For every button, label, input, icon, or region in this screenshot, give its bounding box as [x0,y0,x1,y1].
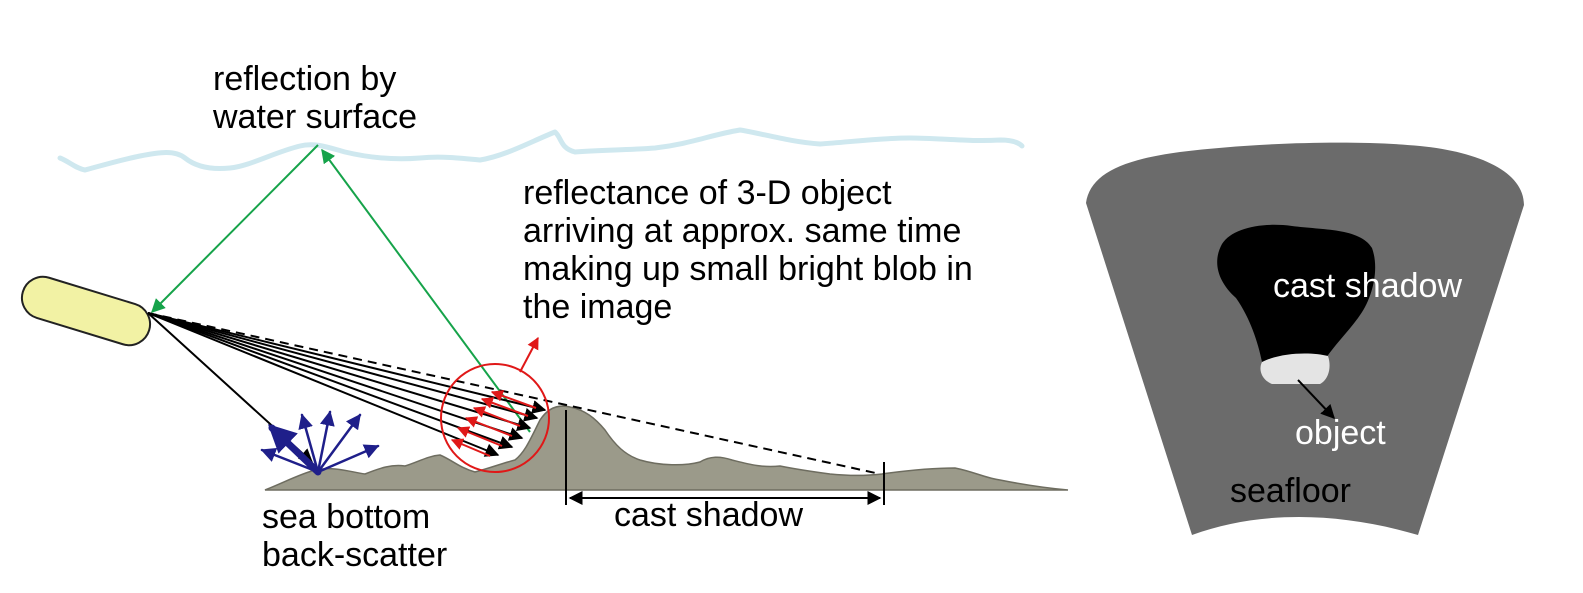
object-blob [1260,353,1330,384]
beam-ray [147,312,524,441]
cast-shadow-label: cast shadow [614,496,803,534]
cast-shadow-text: cast shadow [614,496,803,534]
surface-ray-outgoing [321,148,531,433]
backscatter-arrow [316,444,380,474]
beam-ray [147,312,532,432]
sonar-seafloor-text: seafloor [1230,472,1351,510]
object-reflectance-line-4: the image [523,288,673,326]
backscatter-label: sea bottom back-scatter [262,498,447,574]
beam-ray [147,312,500,457]
return-ray [490,390,537,409]
sonar-cast-shadow-text: cast shadow [1273,267,1462,305]
water-reflection-line-1: reflection by [213,60,397,98]
object-highlight-circle [440,363,550,473]
object-reflectance-line-1: reflectance of 3-D object [523,174,892,212]
backscatter-arrow-main [267,424,322,476]
backscatter-arrow [298,413,320,474]
object-reflectance-line-2: arriving at approx. same time [523,212,962,250]
sonar-object-text: object [1295,414,1386,452]
backscatter-arrow [316,413,362,474]
return-ray [480,397,529,417]
sonar-beam-fan [147,312,881,475]
return-ray [450,438,491,457]
sea-bottom [264,405,1069,491]
water-surface-line [57,127,1025,173]
object-reflectance-label: reflectance of 3-D object arriving at ap… [523,174,973,326]
water-reflection-label: reflection by water surface [213,60,417,136]
sonar-cast-shadow-label: cast shadow [1273,267,1462,305]
shadow-blob [1217,224,1376,362]
sonar-object-label: object [1295,414,1386,452]
backscatter-line-2: back-scatter [262,536,448,574]
backscatter-line-1: sea bottom [262,498,431,536]
object-reflectance-line-3: making up small bright blob in [523,250,973,288]
object-pointer [1297,379,1335,420]
object-returns [450,336,539,457]
cast-shadow-dimension [565,410,885,505]
surface-ray-return [151,144,319,313]
backscatter-arrow [260,447,320,474]
return-ray [472,406,521,427]
shadow-boundary-ray [147,312,881,475]
sonar-seafloor-label: seafloor [1230,472,1351,510]
return-ray [456,426,503,447]
beam-ray [147,312,514,450]
beam-ray [147,312,547,414]
backscatter-arrows [260,410,380,476]
beam-ray [147,312,539,422]
return-ray [464,416,513,437]
reflectance-pointer [519,336,539,373]
water-reflection-line-2: water surface [213,98,418,136]
towfish [20,275,152,347]
backscatter-arrow [316,410,335,474]
